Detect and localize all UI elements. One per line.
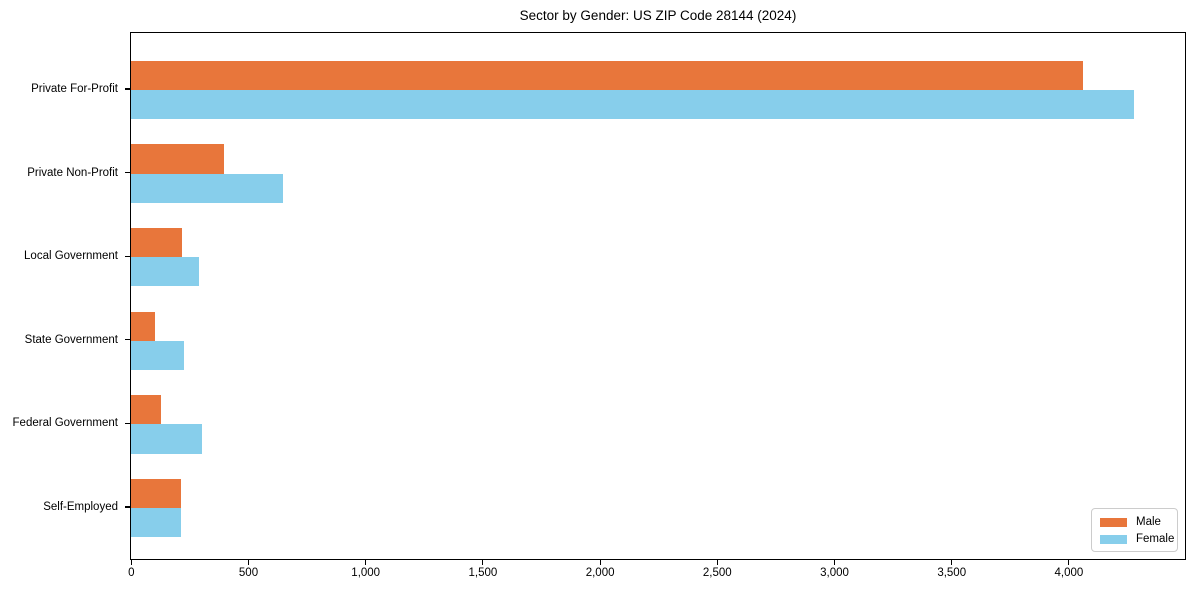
y-axis-label-private-for-profit: Private For-Profit — [31, 83, 118, 95]
x-tick-label: 500 — [238, 567, 259, 579]
female-swatch — [1100, 534, 1127, 544]
x-tick-mark — [247, 560, 250, 565]
y-tick-mark — [125, 88, 130, 90]
y-axis-label-self-employed: Self-Employed — [43, 501, 118, 513]
bar-female-private-for-profit — [131, 90, 1135, 120]
legend-entry-female: Female — [1100, 532, 1174, 546]
y-tick-mark — [125, 172, 130, 174]
bar-female-private-non-profit — [131, 173, 283, 203]
bar-female-state-government — [131, 340, 185, 371]
y-tick-mark — [125, 422, 130, 424]
bar-male-federal-government — [131, 395, 162, 425]
x-tick-mark — [482, 560, 484, 565]
bar-male-private-for-profit — [131, 60, 1083, 90]
legend: Male Female — [1091, 508, 1178, 552]
x-tick-label: 0 — [128, 567, 135, 579]
x-tick-label: 2,000 — [585, 567, 615, 579]
x-tick-mark — [716, 560, 718, 565]
x-tick-mark — [1068, 560, 1070, 565]
y-axis-label-local-government: Local Government — [24, 250, 118, 263]
y-tick-mark — [125, 339, 130, 341]
x-tick-label: 3,500 — [937, 567, 967, 579]
x-tick-label: 1,500 — [468, 567, 498, 579]
bar-male-state-government — [131, 311, 156, 341]
x-tick-label: 3,000 — [820, 567, 849, 579]
y-axis-label-state-government: State Government — [24, 333, 118, 346]
bar-male-private-non-profit — [131, 144, 224, 174]
bar-male-self-employed — [131, 478, 181, 508]
x-tick-mark — [599, 560, 601, 565]
x-tick-mark — [951, 560, 953, 565]
y-tick-mark — [125, 255, 130, 257]
bar-female-self-employed — [131, 508, 181, 538]
x-tick-mark — [833, 560, 836, 565]
bar-female-federal-government — [131, 424, 202, 454]
x-tick-label: 1,000 — [351, 567, 381, 579]
y-axis-label-private-non-profit: Private Non-Profit — [27, 166, 118, 179]
bar-male-local-government — [131, 227, 182, 258]
y-axis-label-federal-government: Federal Government — [12, 417, 118, 430]
plot-area — [130, 32, 1186, 560]
x-tick-label: 2,500 — [702, 567, 732, 579]
bar-female-local-government — [131, 257, 200, 287]
x-tick-mark — [130, 560, 132, 565]
legend-label-female: Female — [1136, 533, 1175, 545]
y-tick-mark — [125, 506, 130, 508]
male-swatch — [1100, 517, 1127, 527]
x-tick-mark — [365, 560, 367, 565]
legend-entry-male: Male — [1100, 515, 1169, 529]
chart-title: Sector by Gender: US ZIP Code 28144 (202… — [519, 8, 797, 23]
x-tick-label: 4,000 — [1054, 567, 1084, 579]
legend-label-male: Male — [1136, 516, 1161, 528]
